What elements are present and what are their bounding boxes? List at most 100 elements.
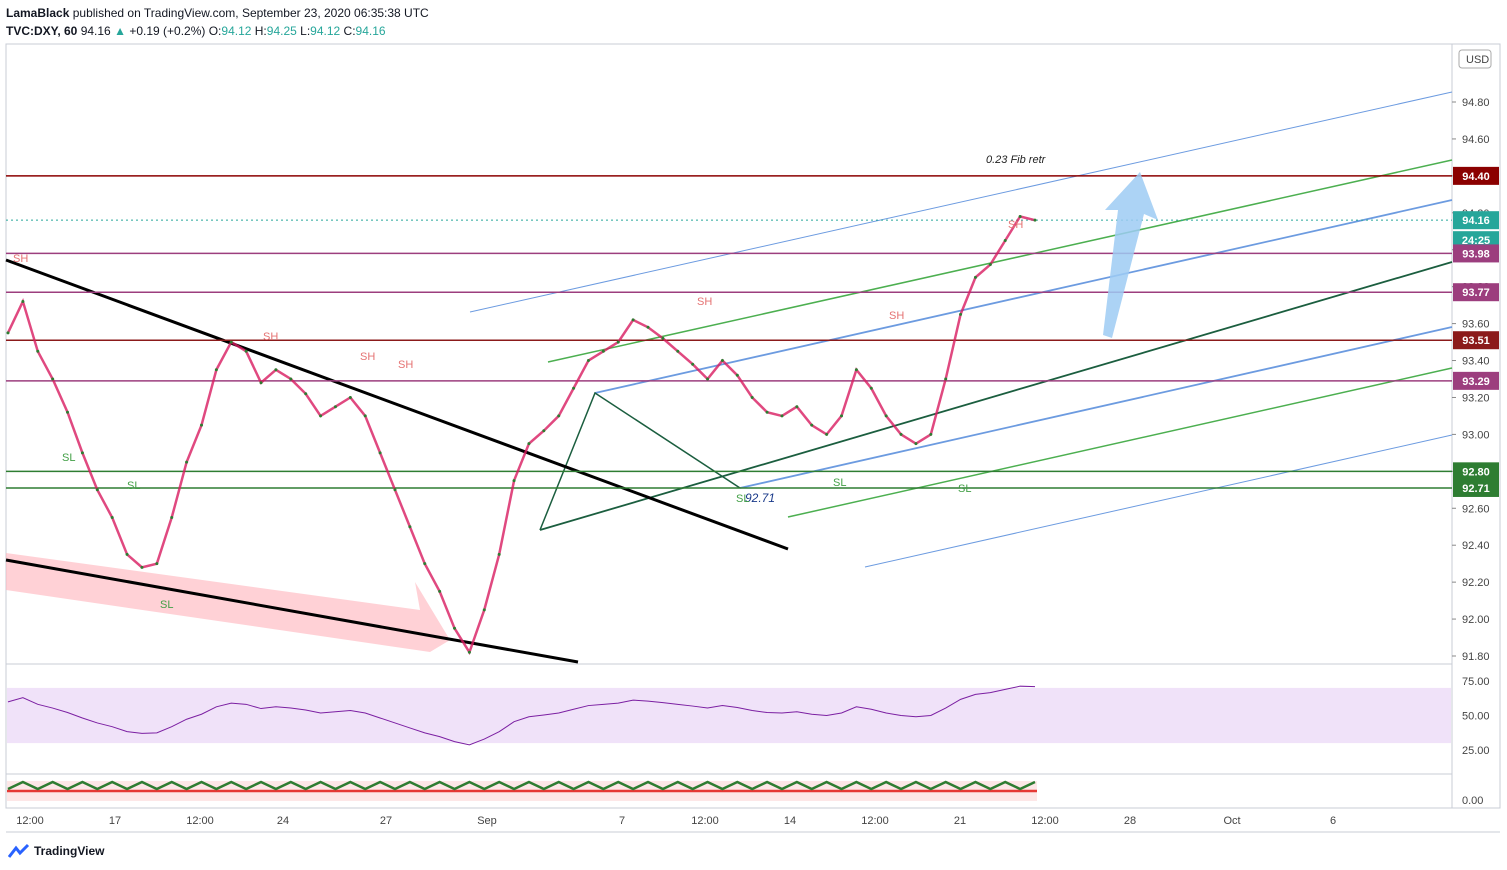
close-price-point <box>170 516 174 519</box>
close-price-point <box>795 405 799 409</box>
close-price-point <box>214 368 218 372</box>
close-price-point <box>21 299 25 303</box>
close-price-point <box>586 359 590 363</box>
close-price-point <box>497 552 501 556</box>
close-price-point <box>199 423 203 427</box>
close-price-point <box>229 340 233 344</box>
low-value: 94.12 <box>310 24 341 38</box>
close-label: C: <box>343 24 356 38</box>
close-price-point <box>825 432 829 436</box>
swing-high-tag: SH <box>360 351 375 363</box>
up-arrow-icon: ▲ <box>114 24 126 38</box>
median-trend-line <box>539 261 1453 531</box>
close-price-point <box>95 488 99 492</box>
close-price-point <box>973 275 977 279</box>
pitchfork-handle <box>539 391 741 531</box>
close-price-point <box>125 552 129 556</box>
tradingview-brand: TradingView <box>34 844 105 858</box>
close-price-point <box>289 377 293 381</box>
price-marker-label: 92.71 <box>1462 483 1490 495</box>
close-price-point <box>110 516 114 519</box>
close-price-point <box>869 386 873 390</box>
close-price-point <box>1018 214 1022 218</box>
time-tick-label: 14 <box>784 815 796 827</box>
time-tick-label: 12:00 <box>186 815 214 827</box>
close-price-point <box>527 442 531 446</box>
close-price-point <box>720 359 724 363</box>
close-price-point <box>706 377 710 381</box>
close-price-point <box>750 395 754 399</box>
close-value: 94.16 <box>355 24 386 38</box>
close-price-point <box>482 608 486 612</box>
close-price-point <box>914 442 918 446</box>
close-price-point <box>988 263 992 267</box>
channel-line-upper-green <box>547 159 1453 363</box>
swing-low-tag: SL <box>62 452 75 464</box>
close-price-point <box>51 377 55 381</box>
time-tick-label: Sep <box>477 815 497 827</box>
close-price-point <box>765 410 769 414</box>
close-price-point <box>854 368 858 372</box>
price-tick-label: 92.40 <box>1462 540 1490 552</box>
channel-line-lower-blue <box>739 326 1453 489</box>
close-price-point <box>691 362 695 366</box>
swing-high-tag: SH <box>889 310 904 322</box>
swing-high-tag: SH <box>13 253 28 265</box>
time-tick-label: Oct <box>1223 815 1240 827</box>
close-price-point <box>393 488 397 492</box>
price-marker-label: 94.40 <box>1462 171 1490 183</box>
rsi-tick-label: 50.00 <box>1462 711 1490 723</box>
price-marker-label: 93.29 <box>1462 376 1490 388</box>
close-price-point <box>6 331 10 335</box>
author-name[interactable]: LamaBlack <box>6 6 70 20</box>
close-price-point <box>185 460 189 464</box>
channel-line-lower-green <box>787 367 1453 518</box>
channel-line-bottom-blue <box>864 434 1453 568</box>
high-value: 94.25 <box>266 24 297 38</box>
close-price-point <box>348 395 352 399</box>
price-tick-label: 93.20 <box>1462 392 1490 404</box>
price-marker-label: 93.51 <box>1462 335 1490 347</box>
swing-high-tag: SH <box>697 296 712 308</box>
close-price-point <box>810 423 814 427</box>
publication-line: LamaBlack published on TradingView.com, … <box>6 5 429 21</box>
close-price-point <box>884 414 888 418</box>
close-price-point <box>244 349 248 353</box>
published-text: published on TradingView.com, September … <box>72 6 429 20</box>
close-price-line <box>6 215 1036 656</box>
close-price-point <box>155 562 159 566</box>
symbol-label[interactable]: TVC:DXY, 60 <box>6 24 78 38</box>
close-price-point <box>319 414 323 418</box>
close-price-point <box>1033 218 1037 222</box>
tradingview-logo[interactable]: TradingView <box>8 843 104 859</box>
tradingview-logo-icon <box>8 843 30 858</box>
swing-low-tag: SL <box>160 599 173 611</box>
price-marker-label: 94.16 <box>1462 215 1490 227</box>
channel-line-mid-blue <box>594 199 1453 394</box>
time-tick-label: 6 <box>1330 815 1336 827</box>
close-price-point <box>572 386 576 390</box>
time-tick-label: 7 <box>619 815 625 827</box>
price-marker-badge <box>1453 211 1499 230</box>
time-tick-label: 12:00 <box>861 815 889 827</box>
swing-high-tag: SH <box>398 359 413 371</box>
price-tick-label: 94.80 <box>1462 97 1490 109</box>
swing-low-tag: SL <box>736 493 749 505</box>
close-price-point <box>780 414 784 418</box>
oscillator-tick-label: 0.00 <box>1462 795 1483 807</box>
swing-low-annotation: 92.71 <box>745 491 775 505</box>
close-price-point <box>259 381 263 385</box>
price-tick-label: 93.00 <box>1462 429 1490 441</box>
close-price-point <box>80 451 84 455</box>
price-marker-badge <box>1453 371 1499 390</box>
price-tick-label: 92.00 <box>1462 614 1490 626</box>
close-price-point <box>899 432 903 436</box>
target-up-arrow <box>1103 172 1158 338</box>
main-pane-border <box>5 43 1453 665</box>
currency-label: USD <box>1466 54 1489 66</box>
time-tick-label: 27 <box>380 815 392 827</box>
time-tick-label: 21 <box>954 815 966 827</box>
swing-high-tag: SH <box>1008 219 1023 231</box>
